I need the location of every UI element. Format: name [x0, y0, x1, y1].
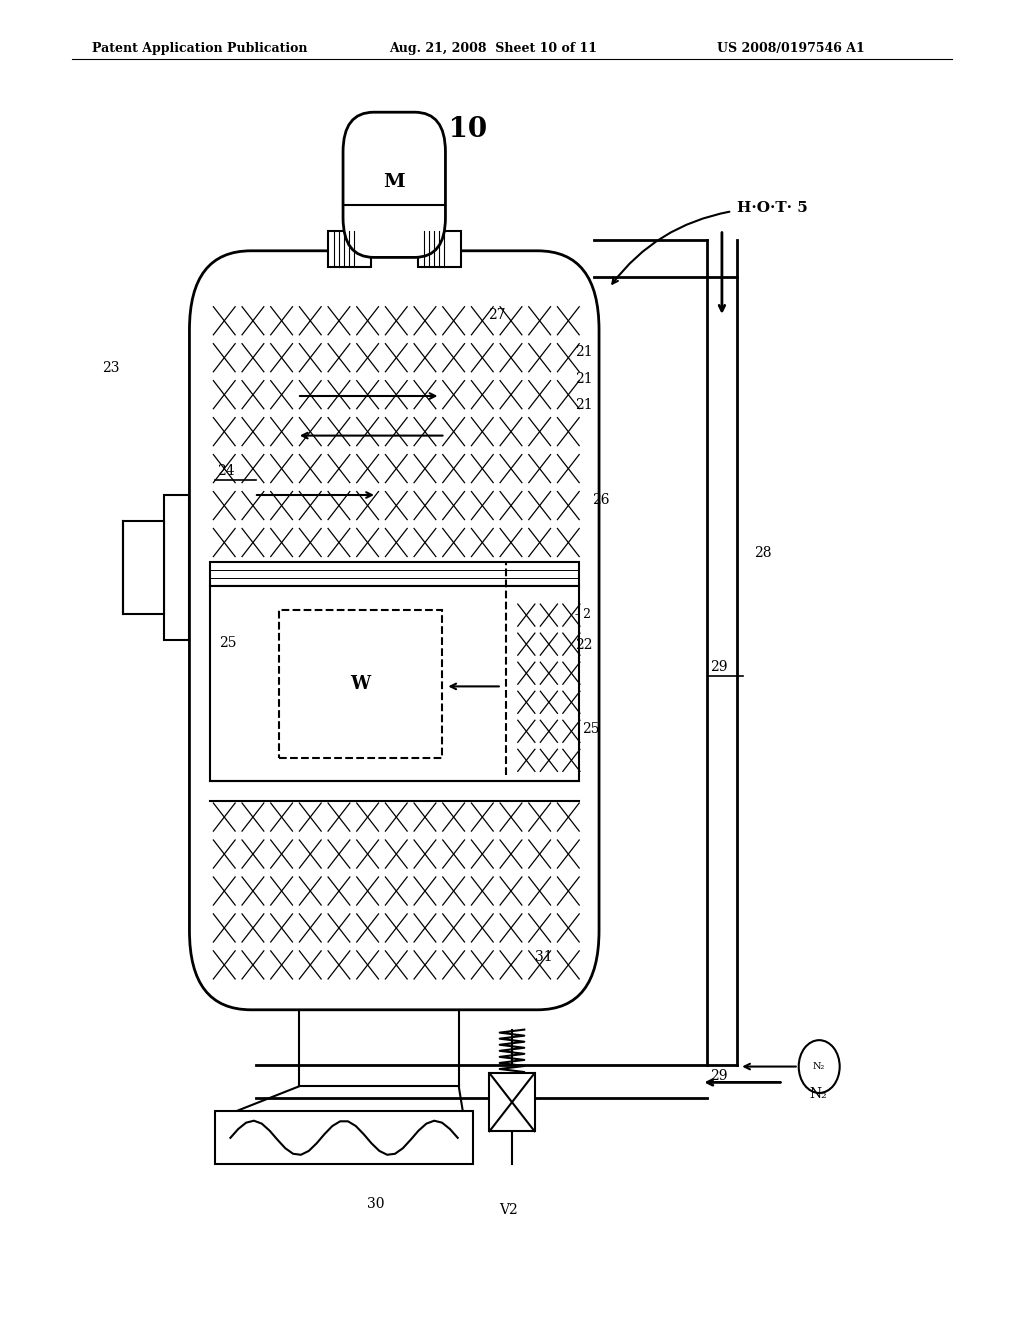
Text: - 2: - 2	[575, 607, 592, 620]
Text: 22: 22	[575, 639, 593, 652]
Bar	[210, 562, 579, 586]
Text: 21: 21	[575, 346, 593, 359]
Bar	[123, 521, 164, 614]
FancyBboxPatch shape	[189, 251, 599, 1010]
Text: Patent Application Publication: Patent Application Publication	[92, 42, 307, 55]
FancyBboxPatch shape	[343, 112, 445, 257]
Text: 21: 21	[575, 372, 593, 385]
Text: W: W	[350, 675, 371, 693]
Text: N₂: N₂	[813, 1063, 825, 1071]
Text: N₂: N₂	[809, 1088, 826, 1101]
Bar	[215, 1111, 473, 1164]
Text: 23: 23	[102, 362, 120, 375]
Text: 29: 29	[710, 1069, 727, 1082]
Text: V2: V2	[499, 1204, 517, 1217]
Text: 29: 29	[710, 660, 727, 673]
Text: 31: 31	[535, 950, 552, 964]
Bar	[328, 231, 371, 267]
Bar	[164, 495, 189, 640]
Bar	[279, 610, 442, 758]
Text: 30: 30	[367, 1197, 384, 1210]
Text: 27: 27	[488, 309, 506, 322]
Text: H·O·T· 5: H·O·T· 5	[737, 201, 808, 215]
Text: 28: 28	[754, 546, 771, 560]
Text: Aug. 21, 2008  Sheet 10 of 11: Aug. 21, 2008 Sheet 10 of 11	[389, 42, 597, 55]
Bar	[210, 586, 579, 781]
Bar	[489, 1073, 535, 1131]
Text: M: M	[383, 173, 406, 191]
Text: 26: 26	[592, 494, 609, 507]
Text: FIG. 10: FIG. 10	[374, 116, 486, 143]
Text: 24: 24	[217, 465, 234, 478]
Text: 21: 21	[575, 399, 593, 412]
Bar	[418, 231, 461, 267]
Text: 25: 25	[219, 636, 237, 649]
Text: 25: 25	[582, 722, 599, 735]
Text: US 2008/0197546 A1: US 2008/0197546 A1	[717, 42, 864, 55]
